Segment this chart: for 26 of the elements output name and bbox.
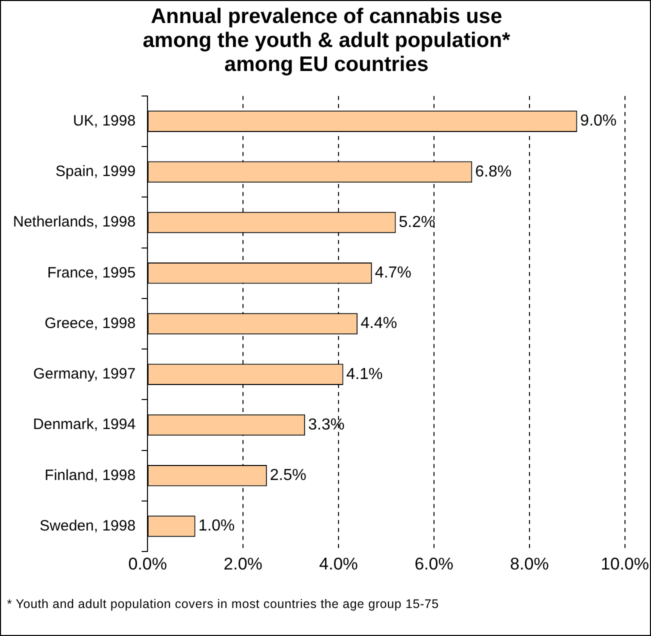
- y-tick-label: Greece, 1998: [44, 314, 136, 332]
- x-tick-label: 6.0%: [414, 554, 454, 574]
- y-tick-label: France, 1995: [47, 264, 136, 282]
- y-tick-label: Finland, 1998: [44, 466, 136, 484]
- y-tick-label: Denmark, 1994: [33, 416, 136, 434]
- y-tick-label: Germany, 1997: [33, 366, 136, 383]
- data-label: 9.0%: [580, 112, 617, 130]
- text: * Youth and adult population covers in most countries the age group 15-75: [7, 597, 440, 611]
- data-label: 1.0%: [198, 518, 235, 535]
- data-label: 4.4%: [360, 315, 398, 332]
- x-tick-label: 0.0%: [128, 554, 167, 574]
- data-label: 5.2%: [398, 214, 436, 231]
- data-label: 4.1%: [346, 366, 383, 383]
- y-tick-label: Netherlands, 1998: [12, 214, 136, 231]
- x-tick-label: 10.0%: [600, 554, 649, 574]
- x-tick-label: 4.0%: [319, 554, 358, 574]
- y-tick-label: UK, 1998: [73, 112, 136, 130]
- x-tick-label: 2.0%: [224, 554, 262, 574]
- chart-title: Annual prevalence of cannabis use among the youth & adult population* among EU countries: [142, 5, 512, 77]
- y-tick-label: Sweden, 1998: [40, 517, 136, 534]
- y-tick-label: Spain, 1999: [56, 163, 136, 180]
- data-label: 3.3%: [308, 416, 345, 434]
- data-label: 4.7%: [374, 264, 412, 282]
- data-label: 6.8%: [475, 163, 512, 180]
- data-label: 2.5%: [270, 467, 306, 484]
- x-tick-label: 8.0%: [510, 554, 549, 574]
